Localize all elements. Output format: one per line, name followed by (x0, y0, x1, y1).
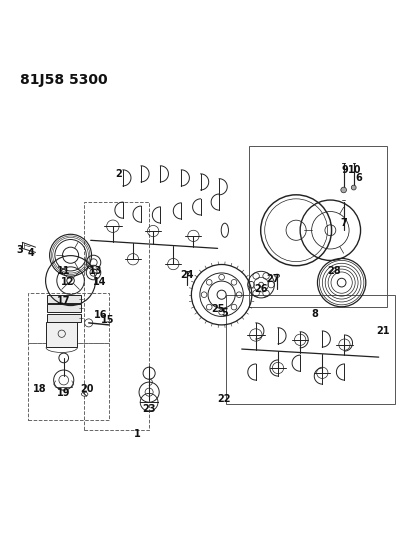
Text: 1: 1 (134, 429, 141, 439)
Text: 10: 10 (348, 165, 361, 175)
Text: 25: 25 (211, 304, 224, 314)
Text: 19: 19 (57, 389, 70, 398)
Bar (84, 202, 149, 430)
Text: 20: 20 (80, 384, 93, 394)
Text: 21: 21 (376, 326, 390, 336)
Circle shape (351, 185, 356, 190)
Text: 27: 27 (266, 274, 280, 285)
Text: 17: 17 (57, 296, 70, 306)
Text: 12: 12 (60, 277, 74, 287)
Bar (28, 293, 109, 343)
Text: 22: 22 (217, 394, 231, 405)
Text: 23: 23 (142, 405, 156, 415)
Text: 7: 7 (340, 218, 347, 228)
Bar (46, 322, 77, 348)
Bar (46, 295, 81, 303)
Bar (249, 146, 387, 307)
Bar (46, 304, 81, 312)
Text: 3: 3 (17, 245, 23, 255)
Text: 8: 8 (312, 309, 319, 319)
Bar (226, 295, 395, 404)
Circle shape (341, 187, 346, 193)
Text: 4: 4 (28, 248, 35, 258)
Text: 81J58 5300: 81J58 5300 (20, 73, 108, 87)
Bar (28, 343, 109, 421)
Text: 13: 13 (89, 266, 103, 276)
Text: 2: 2 (115, 169, 122, 179)
Text: 16: 16 (94, 310, 108, 320)
Text: 5: 5 (222, 308, 228, 318)
Bar (46, 313, 81, 322)
Text: 26: 26 (254, 284, 268, 294)
Text: 15: 15 (101, 314, 115, 325)
Text: 24: 24 (180, 270, 194, 279)
Text: 28: 28 (328, 265, 341, 276)
Text: 18: 18 (33, 384, 46, 394)
Text: 14: 14 (93, 277, 107, 287)
Text: 6: 6 (355, 173, 362, 183)
Text: 9: 9 (341, 165, 348, 175)
Text: 11: 11 (57, 266, 70, 276)
